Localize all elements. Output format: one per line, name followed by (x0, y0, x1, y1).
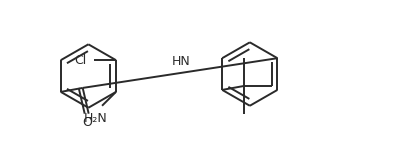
Text: H₂N: H₂N (84, 112, 108, 125)
Text: Cl: Cl (74, 54, 86, 67)
Text: HN: HN (172, 55, 190, 68)
Text: O: O (83, 116, 93, 129)
